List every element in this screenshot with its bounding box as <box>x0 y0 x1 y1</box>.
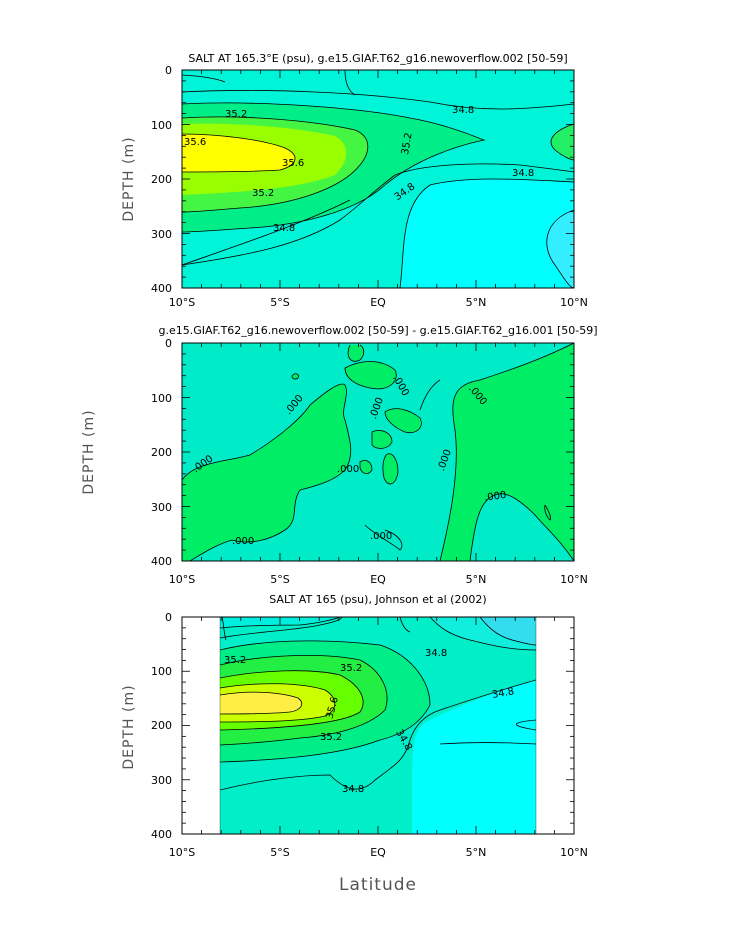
panel-2-ylabel: DEPTH (m) <box>81 409 97 494</box>
svg-text:35.2: 35.2 <box>252 188 274 199</box>
svg-text:10°N: 10°N <box>560 573 588 586</box>
svg-text:10°S: 10°S <box>169 846 195 859</box>
svg-text:EQ: EQ <box>370 846 386 859</box>
svg-text:EQ: EQ <box>370 296 386 309</box>
svg-text:35.2: 35.2 <box>320 732 342 743</box>
svg-text:34.8: 34.8 <box>273 223 295 234</box>
panel-3-title: SALT AT 165 (psu), Johnson et al (2002) <box>269 593 486 606</box>
svg-text:400: 400 <box>151 282 172 295</box>
svg-text:5°S: 5°S <box>270 573 289 586</box>
svg-text:35.6: 35.6 <box>282 158 304 169</box>
svg-text:34.8: 34.8 <box>491 686 515 701</box>
panel-2-contours <box>182 343 574 561</box>
svg-text:.000: .000 <box>484 490 508 504</box>
panel-2-tickmarks <box>181 342 575 562</box>
svg-text:34.8: 34.8 <box>512 168 534 179</box>
panel-3: SALT AT 165 (psu), Johnson et al (2002) <box>121 593 588 859</box>
svg-text:10°S: 10°S <box>169 573 195 586</box>
svg-text:0: 0 <box>165 611 172 624</box>
svg-text:0: 0 <box>165 64 172 77</box>
svg-text:.000: .000 <box>337 464 359 475</box>
svg-text:100: 100 <box>151 392 172 405</box>
panel-1: SALT AT 165.3°E (psu), g.e15.GIAF.T62_g1… <box>121 52 588 309</box>
svg-text:100: 100 <box>151 665 172 678</box>
panel-3-contours <box>220 617 536 834</box>
svg-text:35.2: 35.2 <box>224 655 246 666</box>
svg-text:400: 400 <box>151 555 172 568</box>
panel-1-tickmarks <box>181 69 575 289</box>
panel-2-axes: 0 100 200 300 400 10°S 5°S EQ 5°N 10°N D… <box>81 337 588 586</box>
svg-text:300: 300 <box>151 501 172 514</box>
svg-text:.000: .000 <box>370 531 392 542</box>
svg-text:300: 300 <box>151 774 172 787</box>
panel-2-title: g.e15.GIAF.T62_g16.newoverflow.002 [50-5… <box>158 324 597 337</box>
panel-3-ylabel: DEPTH (m) <box>121 684 137 769</box>
panel-3-axes: 0 100 200 300 400 10°S 5°S EQ 5°N 10°N D… <box>121 611 588 859</box>
svg-text:5°N: 5°N <box>466 573 487 586</box>
svg-text:300: 300 <box>151 228 172 241</box>
svg-text:10°S: 10°S <box>169 296 195 309</box>
svg-text:.000: .000 <box>232 536 254 547</box>
svg-text:0: 0 <box>165 337 172 350</box>
svg-text:5°N: 5°N <box>466 846 487 859</box>
svg-text:400: 400 <box>151 828 172 841</box>
svg-text:34.8: 34.8 <box>425 648 447 659</box>
svg-text:200: 200 <box>151 173 172 186</box>
svg-text:34.8: 34.8 <box>452 105 474 116</box>
svg-text:10°N: 10°N <box>560 296 588 309</box>
panel-1-axes: 0 100 200 300 400 10°S 5°S EQ 5°N 10°N D… <box>121 64 588 309</box>
svg-text:EQ: EQ <box>370 573 386 586</box>
svg-text:5°S: 5°S <box>270 296 289 309</box>
panel-2: g.e15.GIAF.T62_g16.newoverflow.002 [50-5… <box>81 324 598 586</box>
svg-text:34.8: 34.8 <box>342 784 364 795</box>
svg-text:200: 200 <box>151 719 172 732</box>
svg-text:5°S: 5°S <box>270 846 289 859</box>
x-axis-label: Latitude <box>339 875 417 895</box>
svg-text:35.6: 35.6 <box>184 137 206 148</box>
svg-text:35.2: 35.2 <box>340 663 362 674</box>
panel-1-title: SALT AT 165.3°E (psu), g.e15.GIAF.T62_g1… <box>188 52 567 65</box>
panel-3-tickmarks <box>181 616 575 835</box>
svg-text:100: 100 <box>151 119 172 132</box>
svg-text:10°N: 10°N <box>560 846 588 859</box>
svg-text:35.2: 35.2 <box>400 132 415 156</box>
svg-text:200: 200 <box>151 446 172 459</box>
svg-text:5°N: 5°N <box>466 296 487 309</box>
panel-1-contours <box>182 70 574 288</box>
panel-1-ylabel: DEPTH (m) <box>121 136 137 221</box>
svg-text:35.2: 35.2 <box>225 109 247 120</box>
